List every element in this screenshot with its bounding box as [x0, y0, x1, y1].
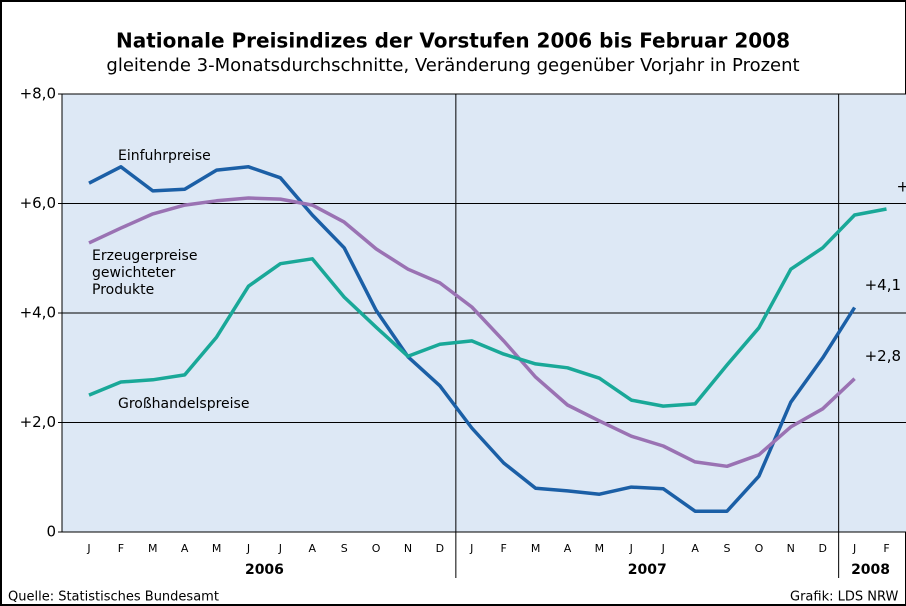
year-label: 2008: [851, 562, 890, 578]
x-tick-label: N: [787, 542, 795, 555]
x-tick-label: S: [341, 542, 348, 555]
line-series: [88, 196, 856, 469]
x-tick-label: F: [501, 542, 507, 555]
x-tick-label: S: [724, 542, 731, 555]
x-tick-label: J: [246, 542, 250, 555]
x-tick-label: J: [661, 542, 665, 555]
x-tick-label: O: [372, 542, 381, 555]
y-tick-label: +2,0: [20, 413, 56, 431]
line-series: [88, 207, 887, 408]
x-tick-label: M: [148, 542, 158, 555]
value-label: +5,9: [897, 177, 906, 195]
x-tick-label: J: [469, 542, 473, 555]
x-tick-label: M: [212, 542, 222, 555]
value-label: +2,8: [865, 347, 901, 365]
y-tick-label: +6,0: [20, 194, 56, 212]
x-tick-label: A: [564, 542, 572, 555]
y-tick-label: 0: [46, 523, 56, 541]
line-series: [88, 165, 857, 513]
x-tick-label: A: [181, 542, 189, 555]
x-tick-label: A: [691, 542, 699, 555]
series-label: Einfuhrpreise: [118, 148, 211, 164]
year-label: 2007: [628, 562, 667, 578]
year-label: 2006: [245, 562, 284, 578]
x-tick-label: N: [404, 542, 412, 555]
x-tick-label: F: [118, 542, 124, 555]
series-label: Erzeugerpreise gewichteter Produkte: [92, 248, 197, 298]
y-tick-label: +8,0: [20, 85, 56, 103]
x-tick-label: J: [86, 542, 90, 555]
x-tick-label: D: [818, 542, 826, 555]
x-tick-label: D: [436, 542, 444, 555]
y-tick-label: +4,0: [20, 304, 56, 322]
x-tick-label: F: [883, 542, 889, 555]
x-tick-label: M: [595, 542, 605, 555]
chart-title: Nationale Preisindizes der Vorstufen 200…: [116, 29, 790, 53]
x-tick-label: J: [852, 542, 856, 555]
source: Quelle: Statistisches Bundesamt: [8, 590, 219, 605]
series-label: Großhandelspreise: [118, 396, 249, 412]
x-tick-label: O: [755, 542, 764, 555]
credit: Grafik: LDS NRW: [790, 590, 898, 605]
x-tick-label: J: [629, 542, 633, 555]
chart-subtitle: gleitende 3-Monatsdurchschnitte, Verände…: [106, 55, 799, 76]
x-tick-label: M: [531, 542, 541, 555]
x-tick-label: A: [309, 542, 317, 555]
x-tick-label: J: [278, 542, 282, 555]
value-label: +4,1: [865, 276, 901, 294]
